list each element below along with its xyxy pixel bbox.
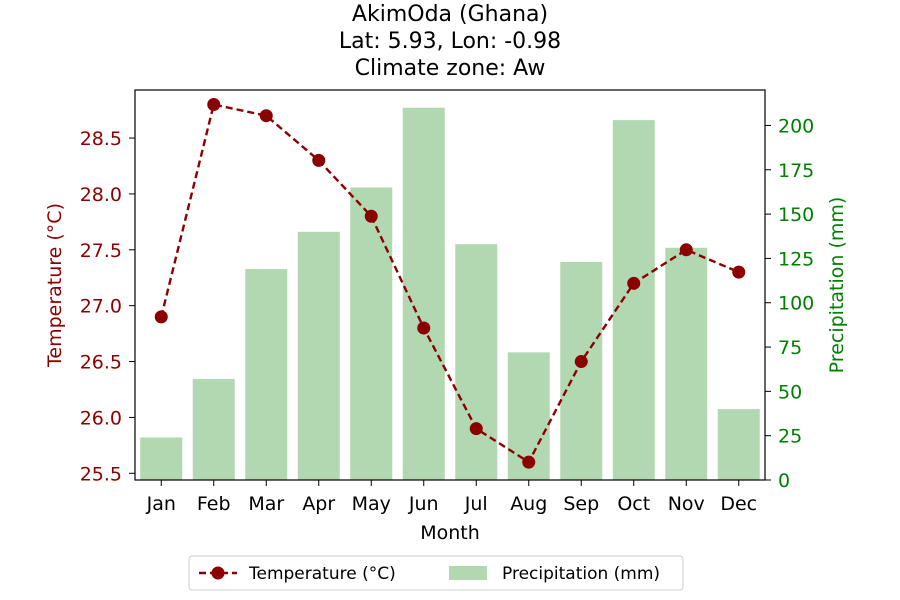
y-right-tick-label: 175 <box>778 160 814 182</box>
x-tick-label: Aug <box>510 493 547 515</box>
x-tick-label: Jul <box>464 493 488 515</box>
y-left-tick-label: 27.0 <box>80 296 122 318</box>
precipitation-bar <box>718 409 760 480</box>
chart-title: AkimOda (Ghana)Lat: 5.93, Lon: -0.98Clim… <box>339 2 561 81</box>
x-tick-label: Nov <box>668 493 705 515</box>
x-tick-label: Jan <box>146 493 176 515</box>
y-right-tick-label: 75 <box>778 337 802 359</box>
temperature-point <box>260 109 273 122</box>
x-tick-label: May <box>352 493 391 515</box>
x-tick-label: Jun <box>408 493 439 515</box>
temperature-point <box>207 98 220 111</box>
legend-precipitation-swatch <box>449 566 487 580</box>
legend-precipitation-label: Precipitation (mm) <box>502 564 660 584</box>
x-tick-label: Apr <box>302 493 335 515</box>
precipitation-bar <box>298 232 340 480</box>
legend-temperature-label: Temperature (°C) <box>248 564 396 584</box>
precipitation-axis: 0 25 50 75 100 125 150 175 200 <box>765 115 814 492</box>
temperature-point <box>627 277 640 290</box>
precipitation-bar <box>455 244 497 480</box>
temperature-point <box>680 243 693 256</box>
x-axis-label: Month <box>420 522 480 544</box>
temperature-point <box>470 422 483 435</box>
precipitation-bar <box>140 437 182 480</box>
chart-title-line: Lat: 5.93, Lon: -0.98 <box>339 29 561 54</box>
y-left-tick-label: 28.0 <box>80 184 122 206</box>
y-right-tick-label: 100 <box>778 293 814 315</box>
temperature-series <box>155 98 746 469</box>
precipitation-bar <box>613 120 655 480</box>
y-left-tick-label: 26.5 <box>80 352 122 374</box>
x-axis: Jan Feb Mar Apr May Jun Jul Aug Sep Oct Nov Dec <box>146 480 758 515</box>
temperature-axis: 25.5 26.0 26.5 27.0 27.5 28.0 28.5 <box>80 128 135 485</box>
y-right-tick-label: 0 <box>778 470 790 492</box>
precipitation-bar <box>350 188 392 481</box>
legend: Temperature (°C) Precipitation (mm) <box>189 556 683 590</box>
y-left-tick-label: 25.5 <box>80 463 122 485</box>
x-tick-label: Mar <box>248 493 284 515</box>
y-right-tick-label: 200 <box>778 115 814 137</box>
y-left-tick-label: 28.5 <box>80 128 122 150</box>
x-tick-label: Oct <box>617 493 650 515</box>
temperature-point <box>732 266 745 279</box>
y-right-tick-label: 50 <box>778 381 802 403</box>
temperature-point <box>365 210 378 223</box>
temperature-point <box>575 355 588 368</box>
y-axis-left-label: Temperature (°C) <box>44 203 66 368</box>
y-left-tick-label: 27.5 <box>80 240 122 262</box>
x-tick-label: Feb <box>197 493 231 515</box>
y-axis-right-label: Precipitation (mm) <box>826 197 848 374</box>
x-tick-label: Sep <box>563 493 599 515</box>
legend-temperature-marker <box>212 567 225 580</box>
y-left-tick-label: 26.0 <box>80 407 122 429</box>
temperature-point <box>417 322 430 335</box>
y-right-tick-label: 25 <box>778 426 802 448</box>
precipitation-bar <box>193 379 235 480</box>
x-tick-label: Dec <box>720 493 757 515</box>
y-right-tick-label: 125 <box>778 248 814 270</box>
precipitation-bar <box>245 269 287 480</box>
temperature-point <box>522 456 535 469</box>
precipitation-bar <box>403 108 445 480</box>
temperature-point <box>312 154 325 167</box>
chart-title-line: Climate zone: Aw <box>355 56 546 81</box>
y-right-tick-label: 150 <box>778 204 814 226</box>
precipitation-bars <box>140 108 760 480</box>
precipitation-bar <box>665 248 707 480</box>
chart-title-line: AkimOda (Ghana) <box>352 2 548 27</box>
precipitation-bar <box>560 262 602 480</box>
temperature-point <box>155 310 168 323</box>
